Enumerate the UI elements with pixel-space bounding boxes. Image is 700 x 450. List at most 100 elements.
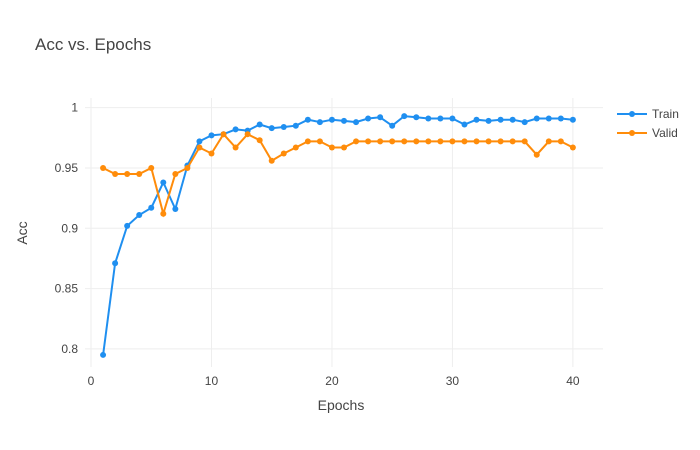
valid-point[interactable] [401,138,408,145]
train-point[interactable] [485,117,492,124]
legend[interactable]: Train Valid [617,107,679,140]
valid-point[interactable] [413,138,420,145]
valid-point[interactable] [509,138,516,145]
valid-point[interactable] [292,144,299,151]
train-point[interactable] [112,260,119,267]
valid-point[interactable] [220,131,227,138]
valid-point[interactable] [172,170,179,177]
train-point[interactable] [100,351,107,358]
valid-point[interactable] [569,144,576,151]
train-point[interactable] [461,121,468,128]
y-tick-label: 0.8 [61,342,78,356]
train-point[interactable] [449,115,456,122]
y-tick-label: 0.85 [55,282,79,296]
train-point[interactable] [341,117,347,124]
valid-series [100,131,576,218]
valid-point[interactable] [280,150,287,157]
valid-point[interactable] [268,157,275,164]
train-point[interactable] [545,115,552,122]
valid-point[interactable] [208,150,215,157]
valid-point[interactable] [100,164,107,171]
valid-point[interactable] [545,138,552,145]
valid-point[interactable] [304,138,311,145]
valid-point[interactable] [196,144,203,151]
legend-item-valid[interactable]: Valid [617,126,678,140]
train-point[interactable] [473,116,480,123]
valid-point[interactable] [497,138,504,145]
train-point[interactable] [437,115,444,122]
valid-point[interactable] [124,170,131,177]
train-point[interactable] [365,115,372,122]
train-point[interactable] [268,125,275,132]
y-tick-label: 0.9 [61,221,78,235]
train-point[interactable] [304,116,311,123]
train-point[interactable] [136,212,143,219]
train-line [102,115,573,356]
train-point[interactable] [124,222,131,229]
train-point[interactable] [377,114,384,121]
valid-point[interactable] [425,138,432,145]
valid-point[interactable] [341,144,347,151]
valid-point[interactable] [244,131,251,138]
train-series [100,113,576,358]
y-tick-label: 0.95 [55,161,79,175]
legend-item-train[interactable]: Train [617,107,679,121]
valid-point[interactable] [533,151,540,158]
valid-point[interactable] [377,138,384,145]
train-point[interactable] [160,179,167,186]
train-point[interactable] [413,114,420,121]
x-tick-label: 40 [566,374,580,388]
valid-point[interactable] [521,138,528,145]
train-point[interactable] [328,116,335,123]
legend-label-valid: Valid [652,126,678,140]
valid-point[interactable] [365,138,372,145]
y-axis-title: Acc [14,221,30,244]
valid-point[interactable] [473,138,480,145]
x-tick-label: 30 [446,374,460,388]
train-point[interactable] [497,116,504,123]
legend-marker-train [629,111,635,117]
valid-line [102,132,574,218]
train-point[interactable] [353,119,360,126]
train-point[interactable] [521,119,528,126]
valid-point[interactable] [160,210,167,217]
valid-point[interactable] [485,138,492,145]
valid-point[interactable] [112,170,119,177]
train-point[interactable] [316,119,323,126]
valid-point[interactable] [557,138,564,145]
valid-point[interactable] [449,138,456,145]
valid-point[interactable] [148,164,155,171]
train-point[interactable] [196,138,203,145]
train-point[interactable] [425,115,432,122]
train-point[interactable] [172,205,179,212]
valid-point[interactable] [136,170,143,177]
x-tick-label: 20 [325,374,339,388]
train-point[interactable] [208,132,215,139]
valid-point[interactable] [328,144,335,151]
valid-point[interactable] [389,138,396,145]
train-point[interactable] [533,115,540,122]
grid-lines [85,98,603,367]
train-point[interactable] [292,122,299,129]
train-point[interactable] [232,126,239,133]
valid-point[interactable] [256,137,263,144]
valid-point[interactable] [316,138,323,145]
y-tick-label: 1 [71,101,78,115]
train-point[interactable] [148,204,155,211]
train-point[interactable] [256,121,263,128]
train-point[interactable] [557,115,564,122]
valid-point[interactable] [437,138,444,145]
valid-point[interactable] [232,144,239,151]
valid-point[interactable] [461,138,468,145]
valid-point[interactable] [184,164,191,171]
train-point[interactable] [280,123,287,130]
train-point[interactable] [401,113,408,120]
chart-title: Acc vs. Epochs [35,35,151,54]
valid-point[interactable] [353,138,360,145]
train-point[interactable] [389,122,396,129]
train-point[interactable] [569,116,576,123]
y-axis-ticks: 0.8 0.85 0.9 0.95 1 [55,101,79,356]
train-point[interactable] [509,116,516,123]
